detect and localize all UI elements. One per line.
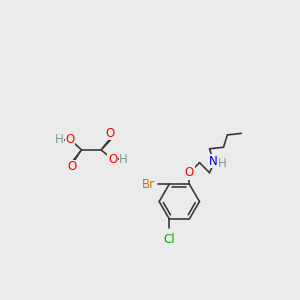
- Text: O: O: [106, 127, 115, 140]
- Text: H: H: [55, 134, 64, 146]
- Text: O: O: [68, 160, 77, 173]
- Text: O: O: [108, 153, 117, 166]
- Text: Cl: Cl: [164, 233, 175, 246]
- Text: O: O: [65, 134, 75, 146]
- Text: H: H: [119, 153, 128, 166]
- Text: H: H: [218, 157, 226, 170]
- Text: O: O: [185, 166, 194, 179]
- Text: N: N: [209, 154, 218, 168]
- Text: Br: Br: [141, 178, 154, 191]
